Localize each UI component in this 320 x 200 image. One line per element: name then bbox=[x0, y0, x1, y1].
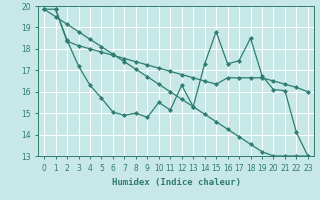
X-axis label: Humidex (Indice chaleur): Humidex (Indice chaleur) bbox=[111, 178, 241, 187]
